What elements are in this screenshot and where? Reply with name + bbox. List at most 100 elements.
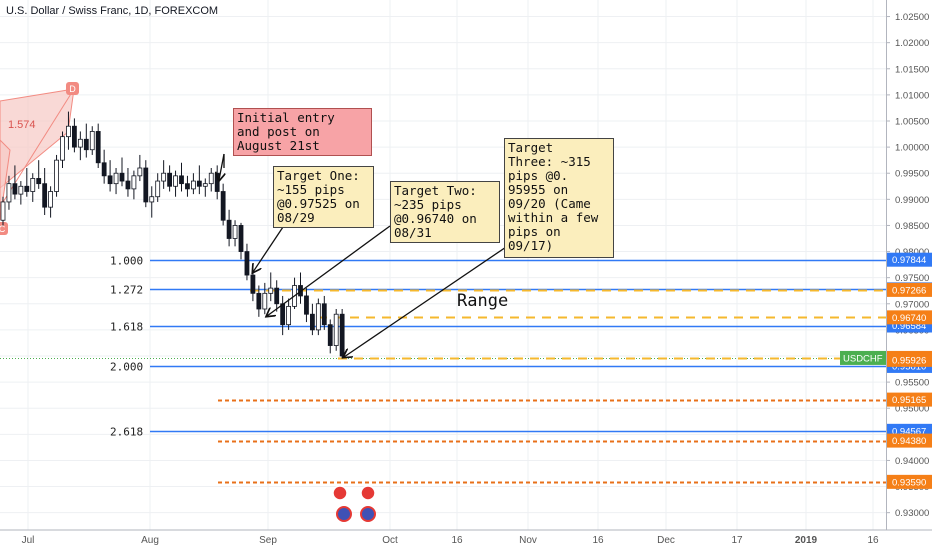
candle-body bbox=[280, 303, 286, 326]
candle-body bbox=[179, 175, 184, 185]
candle-body bbox=[83, 138, 89, 151]
candle-body bbox=[131, 175, 137, 190]
candle-body bbox=[208, 172, 214, 185]
candle-body bbox=[274, 287, 280, 305]
pattern-label-c: C bbox=[0, 224, 6, 234]
event-icon-us bbox=[336, 506, 352, 522]
x-tick-label: Oct bbox=[382, 535, 398, 546]
y-tick-label: 1.02000 bbox=[895, 38, 929, 49]
candle-body bbox=[173, 175, 178, 187]
candle-body bbox=[89, 131, 95, 151]
y-tick-label: 0.99500 bbox=[895, 169, 929, 180]
y-tick-label: 0.98500 bbox=[895, 221, 929, 232]
target-price-tag bbox=[887, 392, 932, 407]
fib-label: 1.272 bbox=[110, 284, 143, 297]
y-tick-label: 0.97000 bbox=[895, 299, 929, 310]
time-axis: Jul Aug Sep Oct 16 Nov 16 Dec 17 2019 16 bbox=[0, 529, 932, 546]
target-lines bbox=[218, 289, 886, 484]
candle-body bbox=[262, 292, 268, 310]
last-price-tag bbox=[887, 352, 932, 367]
candlesticks bbox=[0, 111, 345, 359]
x-tick-label: 16 bbox=[867, 535, 879, 546]
arrows bbox=[219, 153, 513, 357]
candle-body bbox=[48, 191, 53, 208]
grid bbox=[0, 0, 886, 530]
candle-body bbox=[66, 125, 71, 138]
event-icon-us bbox=[360, 506, 376, 522]
candle-body bbox=[244, 251, 250, 276]
y-tick-label: 1.00500 bbox=[895, 117, 929, 128]
candle-body bbox=[12, 183, 18, 195]
candle-body bbox=[196, 180, 202, 187]
harmonic-pattern: D C 1.574 bbox=[0, 82, 79, 235]
target-price-tag bbox=[887, 474, 932, 489]
candle-body bbox=[232, 225, 238, 239]
pattern-point-d bbox=[66, 82, 79, 95]
symbol-tag bbox=[840, 350, 886, 365]
event-icon-swiss bbox=[360, 485, 376, 501]
pattern-line bbox=[0, 88, 75, 208]
candle-body bbox=[238, 225, 244, 252]
candle-body bbox=[286, 305, 292, 326]
pattern-point-c bbox=[0, 222, 8, 235]
candle-body bbox=[125, 180, 131, 190]
fib-label: 1.618 bbox=[110, 321, 143, 334]
candle-body bbox=[30, 178, 36, 192]
candle-body bbox=[143, 167, 149, 203]
x-tick-label: 16 bbox=[451, 535, 463, 546]
candle-body bbox=[214, 172, 220, 192]
candle-body bbox=[190, 180, 196, 190]
event-icon-swiss bbox=[332, 485, 348, 501]
y-tick-label: 0.93000 bbox=[895, 508, 929, 519]
fib-label: 2.618 bbox=[110, 426, 143, 439]
x-tick-label: 17 bbox=[731, 535, 743, 546]
candle-body bbox=[0, 201, 6, 221]
candle-body bbox=[161, 172, 167, 182]
annotation-arrow bbox=[267, 225, 391, 316]
candle-body bbox=[72, 125, 77, 148]
candle-body bbox=[327, 324, 333, 346]
fib-price-tag-text: 0.95810 bbox=[892, 361, 926, 372]
pattern-ratio-label: 1.574 bbox=[8, 119, 36, 131]
candle-body bbox=[304, 295, 309, 315]
target-price-tag-text: 0.93590 bbox=[892, 477, 926, 488]
pattern-label-d: D bbox=[69, 84, 76, 94]
fib-label: 1.000 bbox=[110, 255, 143, 268]
candle-body bbox=[77, 138, 83, 148]
candle-body bbox=[315, 303, 321, 331]
target-price-tag-text: 0.97266 bbox=[892, 285, 926, 296]
y-tick-label: 0.99000 bbox=[895, 195, 929, 206]
candle-body bbox=[113, 172, 119, 185]
candle-body bbox=[226, 219, 232, 239]
candle-body bbox=[24, 185, 30, 192]
annotation-arrow bbox=[344, 242, 513, 357]
candle-body bbox=[333, 313, 339, 346]
target-price-tag-text: 0.95165 bbox=[892, 395, 926, 406]
x-tick-label: Dec bbox=[657, 535, 675, 546]
fib-price-tag-text: 0.96584 bbox=[892, 321, 926, 332]
candle-body bbox=[36, 178, 42, 185]
target-price-tag-text: 0.96740 bbox=[892, 313, 926, 324]
candle-body bbox=[149, 196, 155, 203]
x-tick-label: Nov bbox=[519, 535, 537, 546]
fib-lines: 1.000 1.272 1.618 2.000 2.618 bbox=[0, 255, 886, 439]
note-target-two: Target Two: ~235 pips @0.96740 on 08/31 bbox=[390, 181, 500, 243]
candle-body bbox=[18, 185, 24, 195]
y-tick-label: 1.02500 bbox=[895, 12, 929, 23]
candle-body bbox=[119, 172, 125, 182]
note-initial-entry: Initial entry and post on August 21st bbox=[233, 108, 372, 156]
candle-body bbox=[339, 313, 345, 357]
y-tick-label: 0.95500 bbox=[895, 378, 929, 389]
candle-body bbox=[167, 172, 173, 187]
candle-body bbox=[107, 175, 113, 185]
candle-body bbox=[321, 303, 327, 326]
candle-body bbox=[101, 162, 107, 177]
fib-price-tag-text: 0.94567 bbox=[892, 426, 926, 437]
candle-body bbox=[256, 292, 262, 310]
fib-label: 2.000 bbox=[110, 361, 143, 374]
candle-body bbox=[155, 180, 161, 198]
x-tick-label: 16 bbox=[592, 535, 604, 546]
price-tags: 0.978440.972760.965840.958100.945670.972… bbox=[840, 252, 932, 489]
y-tick-label: 0.95000 bbox=[895, 404, 929, 415]
candle-body bbox=[6, 183, 12, 203]
